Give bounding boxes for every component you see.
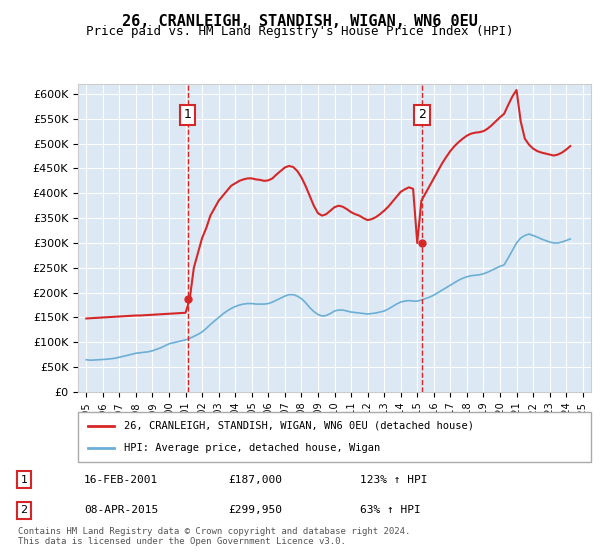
Text: HPI: Average price, detached house, Wigan: HPI: Average price, detached house, Wiga… [124, 443, 380, 453]
Text: 63% ↑ HPI: 63% ↑ HPI [360, 506, 421, 516]
FancyBboxPatch shape [78, 412, 591, 462]
Text: £299,950: £299,950 [228, 506, 282, 516]
Text: 08-APR-2015: 08-APR-2015 [84, 506, 158, 516]
Text: 1: 1 [20, 474, 28, 484]
Text: Contains HM Land Registry data © Crown copyright and database right 2024.
This d: Contains HM Land Registry data © Crown c… [18, 526, 410, 546]
Text: 1: 1 [184, 108, 191, 122]
Text: £187,000: £187,000 [228, 474, 282, 484]
Text: 16-FEB-2001: 16-FEB-2001 [84, 474, 158, 484]
Text: 2: 2 [20, 506, 28, 516]
Text: Price paid vs. HM Land Registry's House Price Index (HPI): Price paid vs. HM Land Registry's House … [86, 25, 514, 38]
Text: 26, CRANLEIGH, STANDISH, WIGAN, WN6 0EU (detached house): 26, CRANLEIGH, STANDISH, WIGAN, WN6 0EU … [124, 421, 474, 431]
Text: 2: 2 [418, 108, 426, 122]
Text: 26, CRANLEIGH, STANDISH, WIGAN, WN6 0EU: 26, CRANLEIGH, STANDISH, WIGAN, WN6 0EU [122, 14, 478, 29]
Text: 123% ↑ HPI: 123% ↑ HPI [360, 474, 427, 484]
